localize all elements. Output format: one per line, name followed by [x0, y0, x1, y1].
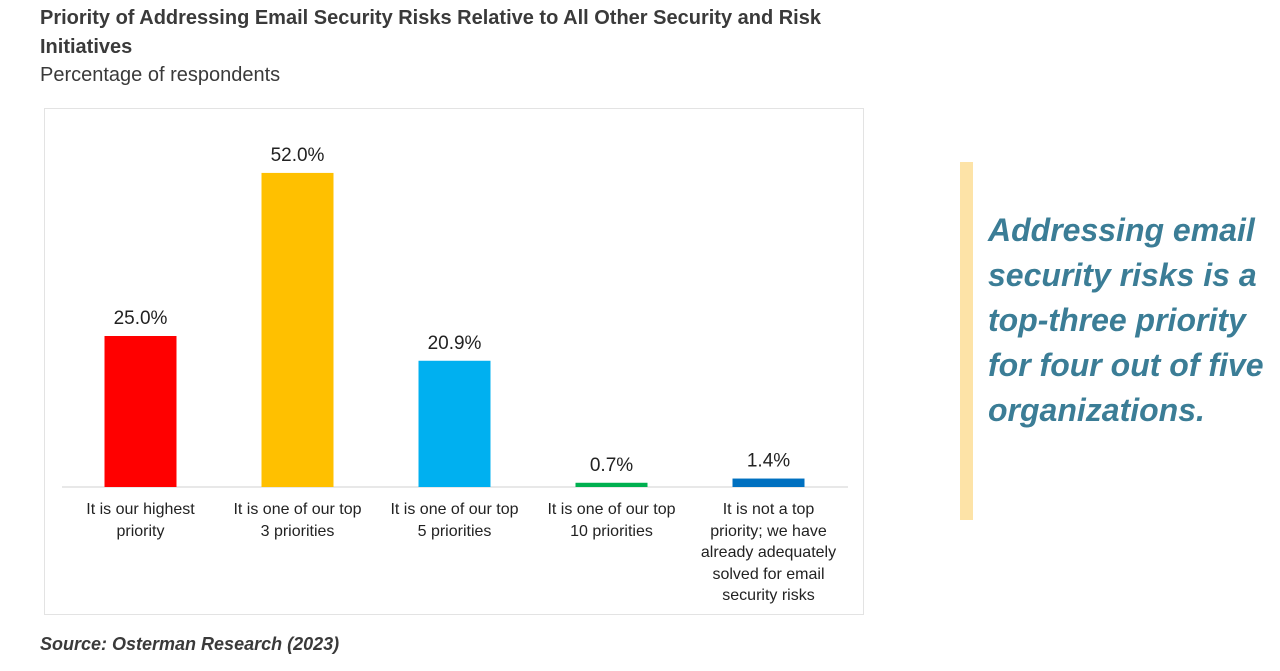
value-label: 25.0% [114, 308, 168, 329]
x-tick-label: It is one of our top 3 priorities [233, 501, 362, 540]
x-tick-label: It is one of our top 10 priorities [547, 501, 676, 540]
x-tick-label: It is not a top priority; we have alread… [700, 501, 837, 604]
value-label: 0.7% [590, 455, 633, 476]
bar [261, 172, 334, 488]
chart-frame [44, 108, 864, 615]
value-label: 1.4% [747, 451, 790, 472]
callout: Addressing email security risks is a top… [988, 212, 1264, 428]
x-tick-label: It is our highest priority [86, 501, 195, 540]
x-tick-label: It is one of our top 5 priorities [390, 501, 519, 540]
value-label: 52.0% [271, 145, 325, 166]
value-label: 20.9% [428, 333, 482, 354]
bar [104, 336, 177, 487]
source: Source: Osterman Research (2023) [40, 634, 340, 654]
chart-title: Priority of Addressing Email Security Ri… [40, 7, 821, 58]
chart: 25.0% 52.0% 20.9% 0.7% 1.4% [62, 145, 848, 488]
bar [418, 360, 491, 487]
bar [575, 482, 648, 487]
bar [732, 478, 805, 487]
callout-bar [960, 162, 973, 520]
chart-subtitle: Percentage of respondents [40, 64, 281, 86]
